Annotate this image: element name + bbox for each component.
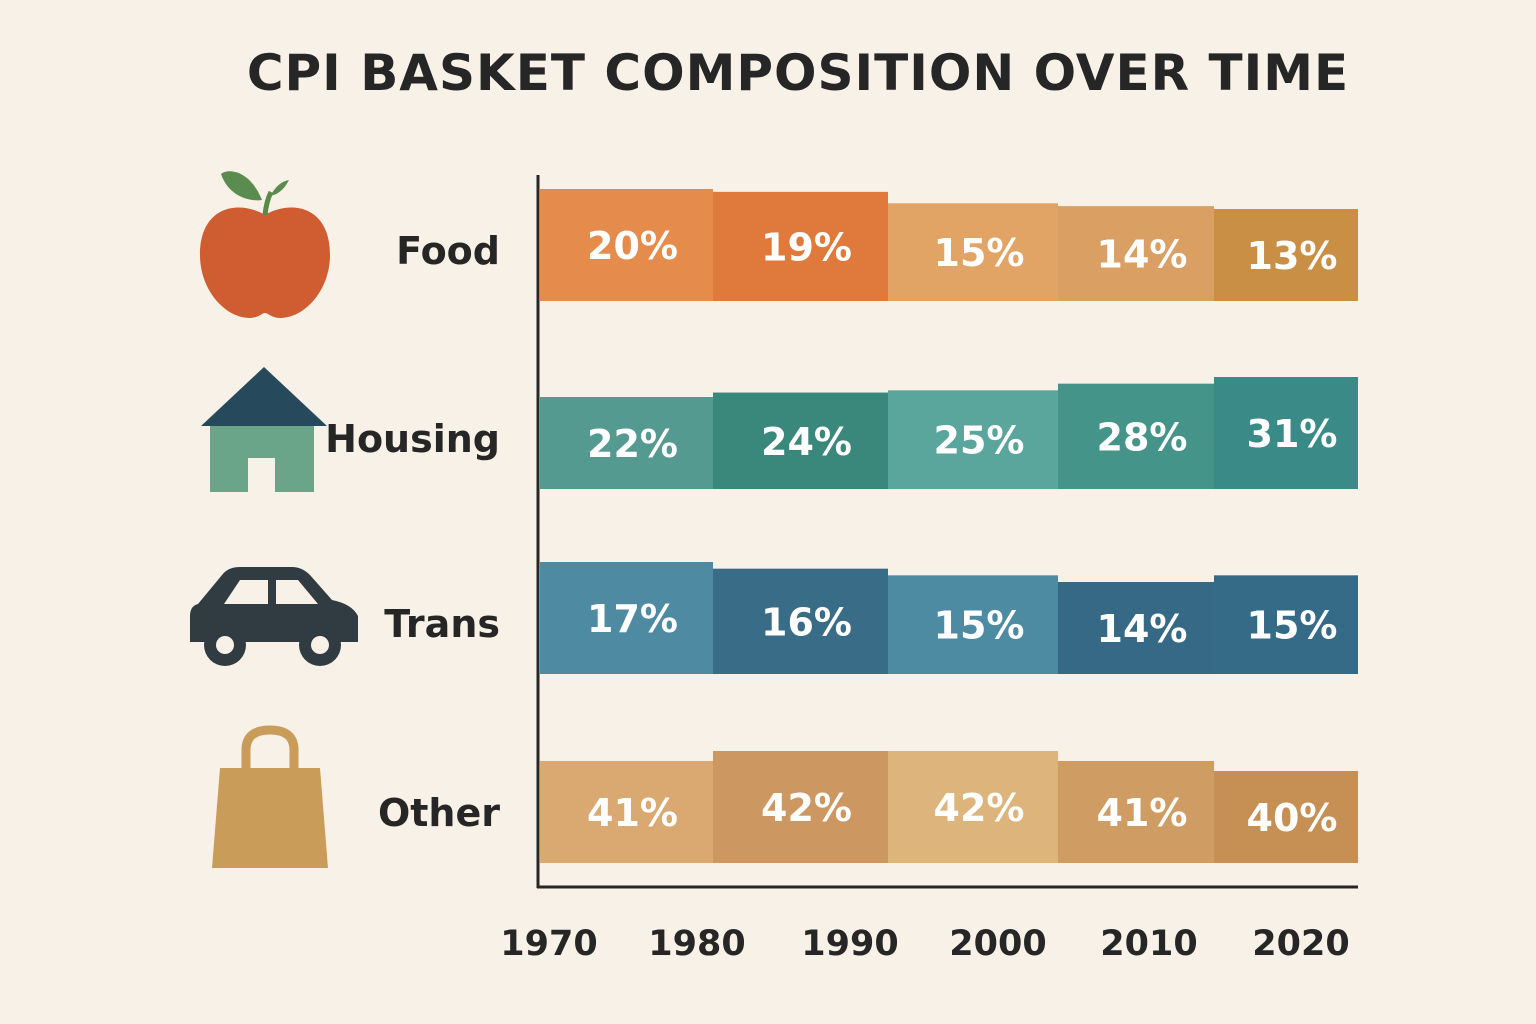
data-label: 20% <box>587 224 678 268</box>
data-label: 41% <box>587 791 678 835</box>
bar-segment <box>1214 377 1358 489</box>
x-tick-label: 2000 <box>949 924 1046 964</box>
data-label: 41% <box>1097 791 1188 835</box>
data-label: 42% <box>761 786 852 830</box>
bar-segment <box>540 761 713 863</box>
bar-segment <box>888 203 1058 301</box>
bar-segment <box>888 751 1058 863</box>
category-label: Trans <box>384 602 500 646</box>
row-food: Food 20% 19% 15% 14% 13% <box>396 189 1358 301</box>
row-trans: Trans 17% 16% 15% 14% 15% <box>384 562 1358 674</box>
bar-segment <box>1214 209 1358 301</box>
bar-segment <box>1058 761 1214 863</box>
data-label: 22% <box>587 422 678 466</box>
x-tick-label: 2010 <box>1100 924 1197 964</box>
row-housing: Housing 22% 24% 25% 28% 31% <box>325 377 1358 489</box>
shopping-bag-icon <box>212 725 328 868</box>
row-other: Other 41% 42% 42% 41% 40% <box>378 751 1358 863</box>
bar-segment <box>713 191 888 301</box>
data-label: 28% <box>1097 415 1188 459</box>
category-label: Housing <box>325 417 500 461</box>
data-label: 14% <box>1097 607 1188 651</box>
bar-segment <box>540 189 713 301</box>
data-label: 42% <box>934 786 1025 830</box>
data-label: 25% <box>934 419 1025 463</box>
data-label: 15% <box>1247 604 1338 648</box>
data-label: 19% <box>761 225 852 269</box>
data-label: 24% <box>761 420 852 464</box>
bar-segment <box>1214 771 1358 863</box>
bar-segment <box>1058 383 1214 489</box>
x-tick-label: 1970 <box>500 924 597 964</box>
data-label: 15% <box>934 604 1025 648</box>
bar-segment <box>713 392 888 489</box>
category-label: Food <box>396 229 500 273</box>
bar-segment <box>1058 206 1214 301</box>
apple-icon <box>200 171 330 318</box>
bar-segment <box>1058 582 1214 674</box>
bar-segment <box>713 568 888 674</box>
x-tick-label: 1990 <box>801 924 898 964</box>
data-label: 13% <box>1247 234 1338 278</box>
data-label: 31% <box>1247 412 1338 456</box>
data-label: 40% <box>1247 796 1338 840</box>
x-tick-label: 1980 <box>648 924 745 964</box>
bar-segment <box>540 562 713 674</box>
house-icon <box>201 367 327 492</box>
bar-segment <box>1214 575 1358 674</box>
bar-segment <box>888 390 1058 489</box>
data-label: 14% <box>1097 233 1188 277</box>
category-label: Other <box>378 791 500 835</box>
car-icon <box>190 567 358 666</box>
data-label: 15% <box>934 231 1025 275</box>
bar-segment <box>540 397 713 489</box>
x-tick-label: 2020 <box>1252 924 1349 964</box>
chart-title: CPI BASKET COMPOSITION OVER TIME <box>246 44 1350 102</box>
data-label: 17% <box>587 597 678 641</box>
bar-segment <box>888 575 1058 674</box>
bar-segment <box>713 751 888 863</box>
data-label: 16% <box>761 600 852 644</box>
